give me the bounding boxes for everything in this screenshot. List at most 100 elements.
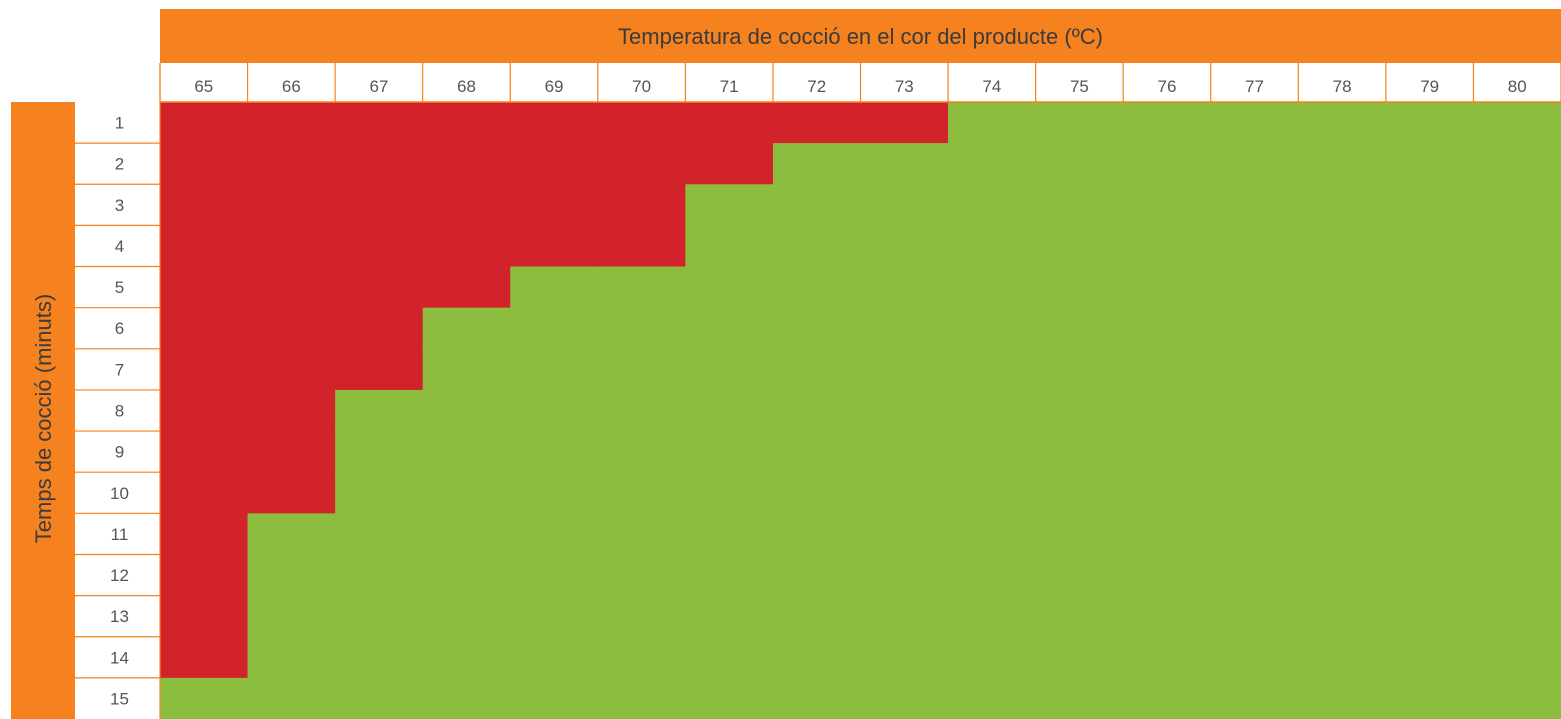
cell-78c-9min [1298, 431, 1387, 473]
cell-76c-7min [1123, 348, 1212, 391]
cell-69c-5min [510, 266, 599, 309]
cell-75c-7min [1035, 348, 1124, 391]
cell-80c-7min [1473, 348, 1561, 391]
cell-79c-6min [1385, 307, 1475, 350]
cell-70c-7min [597, 348, 686, 391]
cell-79c-7min [1385, 348, 1475, 391]
row-label-1: 1 [115, 114, 124, 133]
cell-66c-4min [247, 225, 336, 268]
cell-65c-1min [160, 102, 249, 144]
cell-65c-6min [160, 307, 249, 350]
cell-75c-5min [1035, 266, 1124, 309]
cell-77c-7min [1210, 348, 1299, 391]
cell-78c-3min [1298, 184, 1387, 226]
cell-78c-1min [1298, 102, 1387, 144]
cell-80c-3min [1473, 184, 1561, 226]
cell-70c-9min [597, 431, 686, 473]
labels: 65 66 67 68 69 70 71 72 73 74 75 76 77 78 79 8012345678… [110, 77, 1527, 708]
cell-67c-5min [335, 266, 424, 309]
cell-68c-1min [422, 102, 511, 144]
cell-75c-13min [1035, 595, 1124, 638]
y-axis-title: Temps de cocció (minuts) [31, 294, 56, 543]
cell-73c-13min [860, 595, 949, 638]
cell-78c-8min [1298, 389, 1387, 432]
cell-78c-12min [1298, 554, 1387, 597]
cell-80c-5min [1473, 266, 1561, 309]
cell-77c-1min [1210, 102, 1299, 144]
cell-73c-10min [860, 472, 949, 514]
col-label-67: 67 [369, 77, 388, 96]
cell-75c-3min [1035, 184, 1124, 226]
col-label-79: 79 [1420, 77, 1439, 96]
cell-79c-5min [1385, 266, 1475, 309]
cell-65c-4min [160, 225, 249, 268]
cell-70c-5min [597, 266, 686, 309]
col-label-71: 71 [720, 77, 739, 96]
cell-66c-10min [247, 472, 336, 514]
cell-70c-6min [597, 307, 686, 350]
cell-71c-15min [685, 677, 774, 719]
col-label-69: 69 [545, 77, 564, 96]
cell-77c-13min [1210, 595, 1299, 638]
row-label-5: 5 [115, 278, 124, 297]
row-label-15: 15 [110, 689, 129, 708]
cell-79c-2min [1385, 143, 1475, 185]
cell-68c-12min [422, 554, 511, 597]
cell-80c-10min [1473, 472, 1561, 514]
cell-68c-10min [422, 472, 511, 514]
cell-71c-9min [685, 431, 774, 473]
cell-67c-15min [335, 677, 424, 719]
col-label-73: 73 [895, 77, 914, 96]
row-label-11: 11 [111, 525, 129, 544]
cell-66c-9min [247, 431, 336, 473]
cell-72c-12min [772, 554, 862, 597]
cell-71c-6min [685, 307, 774, 350]
cell-71c-3min [685, 184, 774, 226]
cell-71c-13min [685, 595, 774, 638]
cell-80c-15min [1473, 677, 1561, 719]
cell-77c-11min [1210, 513, 1299, 556]
row-label-4: 4 [115, 237, 124, 256]
cell-74c-14min [948, 636, 1037, 679]
cell-69c-13min [510, 595, 599, 638]
cell-72c-2min [772, 143, 862, 185]
cell-73c-1min [860, 102, 949, 144]
col-label-76: 76 [1158, 77, 1177, 96]
cell-69c-7min [510, 348, 599, 391]
col-label-72: 72 [807, 77, 826, 96]
cell-77c-15min [1210, 677, 1299, 719]
cell-78c-5min [1298, 266, 1387, 309]
cell-74c-1min [948, 102, 1037, 144]
cell-76c-4min [1123, 225, 1212, 268]
cell-76c-1min [1123, 102, 1212, 144]
cell-71c-10min [685, 472, 774, 514]
cell-76c-11min [1123, 513, 1212, 556]
cell-75c-9min [1035, 431, 1124, 473]
cell-75c-10min [1035, 472, 1124, 514]
cell-77c-10min [1210, 472, 1299, 514]
cell-79c-10min [1385, 472, 1475, 514]
cell-76c-3min [1123, 184, 1212, 226]
cells [160, 102, 1561, 719]
cell-80c-4min [1473, 225, 1561, 268]
x-title-band [160, 9, 1561, 63]
cell-69c-8min [510, 389, 599, 432]
cell-65c-8min [160, 389, 249, 432]
cell-77c-14min [1210, 636, 1299, 679]
row-label-9: 9 [115, 443, 124, 462]
cell-68c-15min [422, 677, 511, 719]
cell-66c-11min [247, 513, 336, 556]
cell-77c-6min [1210, 307, 1299, 350]
cell-73c-7min [860, 348, 949, 391]
cell-68c-6min [422, 307, 511, 350]
cell-76c-6min [1123, 307, 1212, 350]
row-label-14: 14 [110, 648, 129, 667]
cell-78c-4min [1298, 225, 1387, 268]
cell-69c-11min [510, 513, 599, 556]
cell-68c-2min [422, 143, 511, 185]
cell-70c-15min [597, 677, 686, 719]
cell-80c-12min [1473, 554, 1561, 597]
cell-65c-5min [160, 266, 249, 309]
cell-71c-4min [685, 225, 774, 268]
